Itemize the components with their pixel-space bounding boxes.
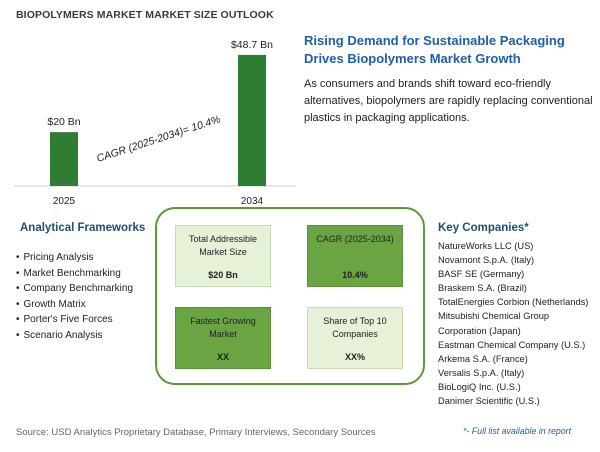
company-item: Danimer Scientific (U.S.) [438,396,540,407]
company-item: Eastman Chemical Company (U.S.) [438,339,586,350]
bar-2025 [50,132,78,186]
metric-value: 10.4% [342,270,368,280]
metric-fastest-market-tile: Fastest Growing Market XX [175,307,271,369]
full-list-note: *- Full list available in report [463,426,572,436]
source-note: Source: USD Analytics Proprietary Databa… [16,427,376,438]
metric-value: XX [216,352,229,362]
framework-item: Market Benchmarking [16,266,133,282]
framework-item: Pricing Analysis [16,250,133,266]
company-item: Mitsubishi Chemical Group Corporation (J… [438,311,550,336]
company-item: Versalis S.p.A. (Italy) [438,367,525,378]
company-item: Braskem S.A. (Brazil) [438,283,527,294]
metric-top10-share-tile: Share of Top 10 Companies XX% [307,307,403,369]
metric-label: Share of Top 10 Companies [323,316,387,339]
data-label-2034: $48.7 Bn [231,39,273,51]
cagr-annotation: CAGR (2025-2034)= 10.4% [95,113,222,164]
market-size-chart: $20 Bn 2025 $48.7 Bn 2034 CAGR (2025-2034)=… [14,39,296,207]
frameworks-title: Analytical Frameworks [20,222,146,234]
framework-item: Growth Matrix [16,297,133,313]
frameworks-list: Pricing Analysis Market Benchmarking Com… [16,250,134,344]
metrics-panel: Total Addressible Market Size $20 Bn CAG… [155,207,425,385]
bar-2034 [238,54,266,186]
metric-cagr-tile: CAGR (2025-2034) 10.4% [307,225,403,287]
metric-label: CAGR (2025-2034) [316,234,394,244]
insight-text: As consumers and brands shift toward eco… [304,78,593,124]
metric-tam-tile: Total Addressible Market Size $20 Bn [175,225,271,287]
metric-label: Total Addressible Market Size [188,234,258,257]
page-title: BIOPOLYMERS MARKET MARKET SIZE OUTLOOK [16,9,274,21]
company-item: BASF SE (Germany) [438,269,525,280]
insight-heading: Rising Demand for Sustainable Packaging … [304,33,565,66]
x-tick-label-2025: 2025 [53,196,76,207]
framework-item: Company Benchmarking [16,281,134,297]
x-tick-label-2034: 2034 [241,196,264,207]
company-item: NatureWorks LLC (US) [438,241,534,251]
key-companies-title: Key Companies* [438,222,529,234]
metric-value: XX% [344,352,365,362]
data-label-2025: $20 Bn [47,116,80,128]
company-item: TotalEnergies Corbion (Netherlands) [438,297,589,308]
framework-item: Porter's Five Forces [16,312,133,328]
key-companies-list: NatureWorks LLC (US) Novamont S.p.A. (It… [438,239,598,408]
metric-label: Fastest Growing Market [190,316,256,339]
company-item: Novamont S.p.A. (Italy) [438,255,535,266]
company-item: BioLogiQ Inc. (U.S.) [438,381,521,392]
framework-item: Scenario Analysis [16,328,133,344]
metric-value: $20 Bn [208,270,238,280]
company-item: Arkema S.A. (France) [438,353,528,364]
